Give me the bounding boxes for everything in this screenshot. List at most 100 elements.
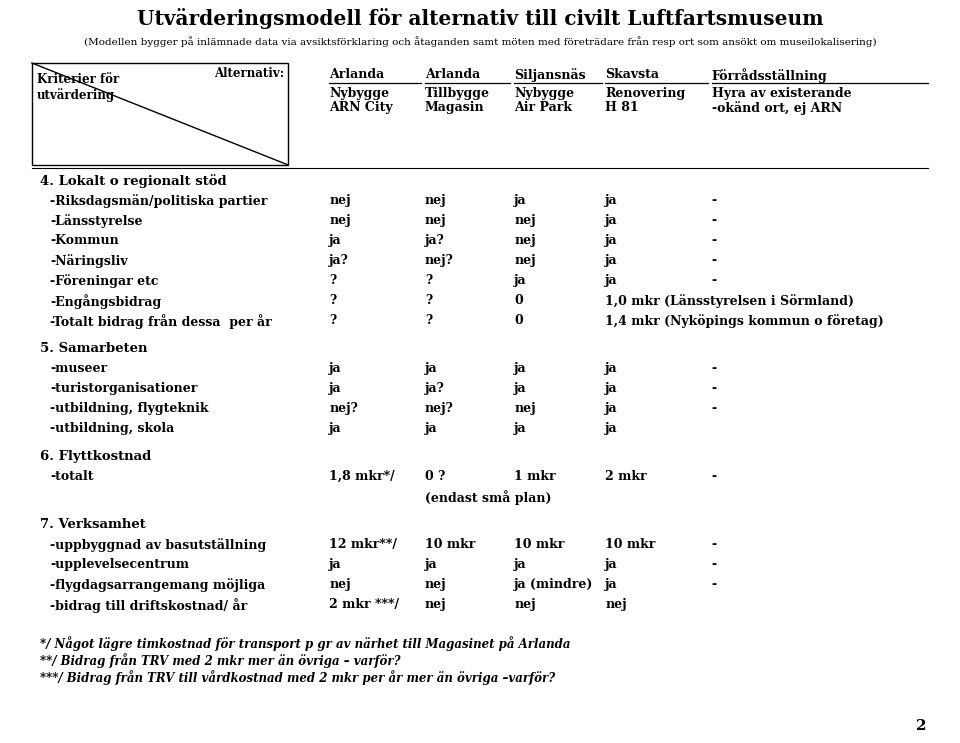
Text: 5. Samarbeten: 5. Samarbeten [40, 342, 148, 355]
Text: -Kommun: -Kommun [50, 234, 119, 247]
Text: Nybygge: Nybygge [329, 87, 389, 100]
Text: nej: nej [515, 402, 536, 415]
Text: Renovering: Renovering [606, 87, 685, 100]
Text: ja: ja [515, 422, 527, 435]
Text: 2: 2 [916, 719, 926, 733]
Text: ARN City: ARN City [329, 101, 393, 114]
Text: -totalt: -totalt [50, 470, 93, 483]
Text: ja: ja [606, 274, 618, 287]
Text: ja: ja [515, 194, 527, 207]
Text: ja: ja [606, 422, 618, 435]
Text: ja: ja [425, 362, 438, 375]
Text: -: - [711, 538, 717, 551]
Text: 0: 0 [515, 294, 523, 307]
Text: (endast små plan): (endast små plan) [425, 490, 551, 505]
Text: ?: ? [425, 294, 432, 307]
Text: (Modellen bygger på inlämnade data via avsiktsförklaring och åtaganden samt möte: (Modellen bygger på inlämnade data via a… [84, 36, 876, 47]
Text: 2 mkr ***/: 2 mkr ***/ [329, 598, 399, 611]
Text: ja: ja [606, 254, 618, 267]
Text: ja: ja [606, 558, 618, 571]
Text: ja: ja [329, 234, 342, 247]
Text: 0 ?: 0 ? [425, 470, 445, 483]
Text: ja: ja [425, 558, 438, 571]
Text: ***/ Bidrag från TRV till vårdkostnad med 2 mkr per år mer än övriga –varför?: ***/ Bidrag från TRV till vårdkostnad me… [40, 670, 556, 685]
Text: 10 mkr: 10 mkr [425, 538, 475, 551]
Text: H 81: H 81 [606, 101, 639, 114]
Text: Siljansnäs: Siljansnäs [515, 68, 586, 82]
Text: ja: ja [606, 234, 618, 247]
Bar [32, 63, 288, 165]
Text: 4. Lokalt o regionalt stöd: 4. Lokalt o regionalt stöd [40, 174, 228, 188]
Text: -Näringsliv: -Näringsliv [50, 254, 128, 268]
Text: nej: nej [515, 234, 536, 247]
Text: nej?: nej? [329, 402, 358, 415]
Text: -: - [711, 234, 717, 247]
Text: nej: nej [425, 578, 446, 591]
Text: -Totalt bidrag från dessa  per år: -Totalt bidrag från dessa per år [50, 314, 272, 329]
Text: Kriterier för
utvärdering: Kriterier för utvärdering [36, 73, 119, 102]
Text: ja: ja [329, 362, 342, 375]
Text: nej?: nej? [425, 402, 454, 415]
Text: 10 mkr: 10 mkr [515, 538, 564, 551]
Text: nej?: nej? [425, 254, 454, 267]
Text: ?: ? [329, 314, 336, 327]
Text: -upplevelsecentrum: -upplevelsecentrum [50, 558, 189, 571]
Text: nej: nej [425, 214, 446, 227]
Text: **/ Bidrag från TRV med 2 mkr mer än övriga – varför?: **/ Bidrag från TRV med 2 mkr mer än övr… [40, 653, 401, 668]
Text: ja: ja [515, 382, 527, 395]
Text: Air Park: Air Park [515, 101, 572, 114]
Text: Tillbygge: Tillbygge [425, 87, 490, 100]
Text: ja: ja [606, 194, 618, 207]
Text: Förrådsställning: Förrådsställning [711, 68, 828, 83]
Text: 12 mkr**/: 12 mkr**/ [329, 538, 397, 551]
Text: -flygdagsarrangemang möjliga: -flygdagsarrangemang möjliga [50, 578, 265, 592]
Text: -: - [711, 194, 717, 207]
Text: -: - [711, 402, 717, 415]
Text: Arlanda: Arlanda [329, 68, 384, 81]
Text: 10 mkr: 10 mkr [606, 538, 656, 551]
Text: ja?: ja? [425, 382, 444, 395]
Text: 1,8 mkr*/: 1,8 mkr*/ [329, 470, 395, 483]
Text: ja: ja [515, 558, 527, 571]
Text: -: - [711, 470, 717, 483]
Text: nej: nej [425, 598, 446, 611]
Text: -: - [711, 362, 717, 375]
Text: 2 mkr: 2 mkr [606, 470, 647, 483]
Text: -Riksdagsmän/politiska partier: -Riksdagsmän/politiska partier [50, 194, 267, 208]
Text: Magasin: Magasin [425, 101, 485, 114]
Text: -okänd ort, ej ARN: -okänd ort, ej ARN [711, 101, 842, 115]
Text: ?: ? [425, 314, 432, 327]
Text: ja: ja [329, 558, 342, 571]
Text: Skavsta: Skavsta [606, 68, 660, 81]
Text: -: - [711, 578, 717, 591]
Text: ja: ja [606, 382, 618, 395]
Text: ja?: ja? [425, 234, 444, 247]
Text: -: - [711, 382, 717, 395]
Text: -Länsstyrelse: -Länsstyrelse [50, 214, 142, 228]
Text: Alternativ:: Alternativ: [214, 67, 284, 80]
Text: 1,0 mkr (Länsstyrelsen i Sörmland): 1,0 mkr (Länsstyrelsen i Sörmland) [606, 294, 854, 308]
Text: nej: nej [515, 598, 536, 611]
Text: 1,4 mkr (Nyköpings kommun o företag): 1,4 mkr (Nyköpings kommun o företag) [606, 314, 884, 328]
Text: ja?: ja? [329, 254, 348, 267]
Text: 0: 0 [515, 314, 523, 327]
Text: ja: ja [606, 578, 618, 591]
Text: -: - [711, 274, 717, 287]
Text: ja: ja [606, 362, 618, 375]
Text: nej: nej [515, 214, 536, 227]
Text: -uppbyggnad av basutställning: -uppbyggnad av basutställning [50, 538, 266, 552]
Text: ja: ja [329, 422, 342, 435]
Text: nej: nej [329, 194, 350, 207]
Text: -Föreningar etc: -Föreningar etc [50, 274, 158, 288]
Text: */ Något lägre timkostnad för transport p gr av närhet till Magasinet på Arlanda: */ Något lägre timkostnad för transport … [40, 636, 571, 651]
Text: ja: ja [606, 402, 618, 415]
Text: 6. Flyttkostnad: 6. Flyttkostnad [40, 450, 152, 463]
Text: Hyra av existerande: Hyra av existerande [711, 87, 852, 100]
Text: 1 mkr: 1 mkr [515, 470, 556, 483]
Text: 7. Verksamhet: 7. Verksamhet [40, 518, 146, 531]
Text: ja: ja [329, 382, 342, 395]
Text: -utbildning, skola: -utbildning, skola [50, 422, 174, 435]
Text: nej: nej [515, 254, 536, 267]
Text: ja: ja [515, 362, 527, 375]
Text: -: - [711, 254, 717, 267]
